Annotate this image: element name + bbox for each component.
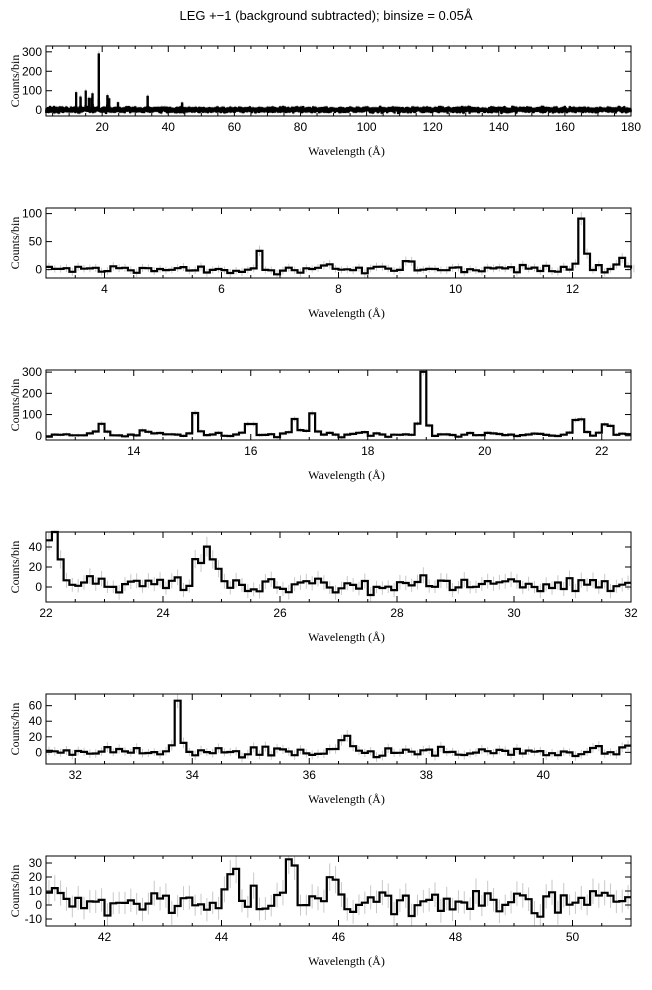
spectrum-line — [46, 699, 631, 759]
y-tick-label: -10 — [25, 912, 43, 926]
plot-frame — [45, 45, 632, 117]
x-axis-title: Wavelength (Å) — [308, 630, 385, 644]
y-axis-title: Counts/bin — [8, 703, 22, 756]
x-tick-label: 34 — [186, 768, 200, 782]
x-tick-label: 26 — [273, 606, 287, 620]
x-axis-title: Wavelength (Å) — [308, 468, 385, 482]
y-tick-label: 20 — [29, 730, 43, 744]
x-tick-label: 160 — [555, 120, 575, 134]
error-bars — [45, 50, 632, 116]
spectrum-line — [46, 370, 631, 439]
x-tick-label: 40 — [162, 120, 176, 134]
y-tick-label: 0 — [35, 103, 42, 117]
x-tick-label: 48 — [449, 930, 463, 944]
x-tick-label: 44 — [215, 930, 229, 944]
x-tick-label: 6 — [218, 282, 225, 296]
y-tick-label: 100 — [22, 207, 42, 221]
x-tick-label: 12 — [566, 282, 580, 296]
x-tick-label: 10 — [449, 282, 463, 296]
x-tick-label: 50 — [566, 930, 580, 944]
x-tick-label: 22 — [39, 606, 53, 620]
y-axis-title: Counts/bin — [8, 217, 22, 270]
x-tick-label: 24 — [156, 606, 170, 620]
spectrum-line — [46, 858, 631, 918]
x-axis-title: Wavelength (Å) — [308, 306, 385, 320]
panel-1: 20 40 60 80 100 120 140 160 180 0 100 200 300 Wavelen… — [8, 45, 641, 158]
x-tick-label: 32 — [69, 768, 83, 782]
x-tick-label: 120 — [423, 120, 443, 134]
x-tick-label: 80 — [294, 120, 308, 134]
y-tick-label: 0 — [35, 898, 42, 912]
x-tick-label: 40 — [537, 768, 551, 782]
x-axis-title: Wavelength (Å) — [308, 954, 385, 968]
x-tick-label: 140 — [489, 120, 509, 134]
x-tick-label: 20 — [478, 444, 492, 458]
y-tick-label: 40 — [29, 540, 43, 554]
y-axis-title: Counts/bin — [8, 541, 22, 594]
spectrum-line — [46, 530, 631, 597]
x-tick-label: 22 — [595, 444, 609, 458]
y-tick-label: 20 — [29, 560, 43, 574]
x-tick-label: 36 — [303, 768, 317, 782]
x-tick-label: 46 — [332, 930, 346, 944]
x-tick-label: 38 — [420, 768, 434, 782]
x-tick-label: 20 — [96, 120, 110, 134]
y-axis-title: Counts/bin — [8, 379, 22, 432]
y-tick-label: 0 — [35, 429, 42, 443]
y-tick-label: 100 — [22, 408, 42, 422]
x-tick-label: 8 — [335, 282, 342, 296]
x-tick-label: 42 — [98, 930, 112, 944]
y-axis-title: Counts/bin — [8, 55, 22, 108]
y-tick-label: 0 — [35, 263, 42, 277]
panel-4: 22 24 26 28 30 32 0 20 40 Wavelength (Å) Counts/bi… — [8, 530, 638, 644]
x-tick-label: 30 — [507, 606, 521, 620]
page-title: LEG +−1 (background subtracted); binsize… — [179, 8, 473, 23]
plot-frame — [45, 369, 632, 441]
error-bars — [48, 370, 629, 440]
y-tick-label: 100 — [22, 84, 42, 98]
y-tick-label: 30 — [29, 856, 43, 870]
spectrum-line — [46, 217, 633, 276]
x-axis-title: Wavelength (Å) — [308, 792, 385, 806]
panel-2: 4 6 8 10 12 0 50 100 Wavelength (Å) Counts/bin — [8, 207, 635, 320]
y-tick-label: 300 — [22, 365, 42, 379]
x-tick-label: 4 — [101, 282, 108, 296]
y-tick-label: 200 — [22, 64, 42, 78]
spectrum-line — [45, 53, 632, 114]
y-tick-label: 200 — [22, 386, 42, 400]
error-bars — [48, 211, 635, 278]
x-tick-label: 28 — [390, 606, 404, 620]
x-tick-label: 14 — [127, 444, 141, 458]
x-tick-label: 16 — [244, 444, 258, 458]
y-tick-label: 40 — [29, 714, 43, 728]
y-tick-label: 0 — [35, 745, 42, 759]
x-tick-label: 100 — [357, 120, 377, 134]
y-tick-label: 300 — [22, 45, 42, 59]
x-tick-label: 18 — [361, 444, 375, 458]
y-tick-label: 20 — [29, 870, 43, 884]
y-tick-label: 60 — [29, 699, 43, 713]
y-tick-label: 0 — [35, 580, 42, 594]
x-tick-label: 60 — [228, 120, 242, 134]
panel-3: 14 16 18 20 22 0 100 200 300 Wavelength (Å) Counts… — [8, 365, 632, 482]
y-axis-title: Counts/bin — [8, 865, 22, 918]
x-tick-label: 32 — [624, 606, 638, 620]
x-axis-title: Wavelength (Å) — [308, 144, 385, 158]
x-tick-label: 180 — [621, 120, 641, 134]
y-tick-label: 10 — [29, 884, 43, 898]
y-tick-label: 50 — [29, 235, 43, 249]
